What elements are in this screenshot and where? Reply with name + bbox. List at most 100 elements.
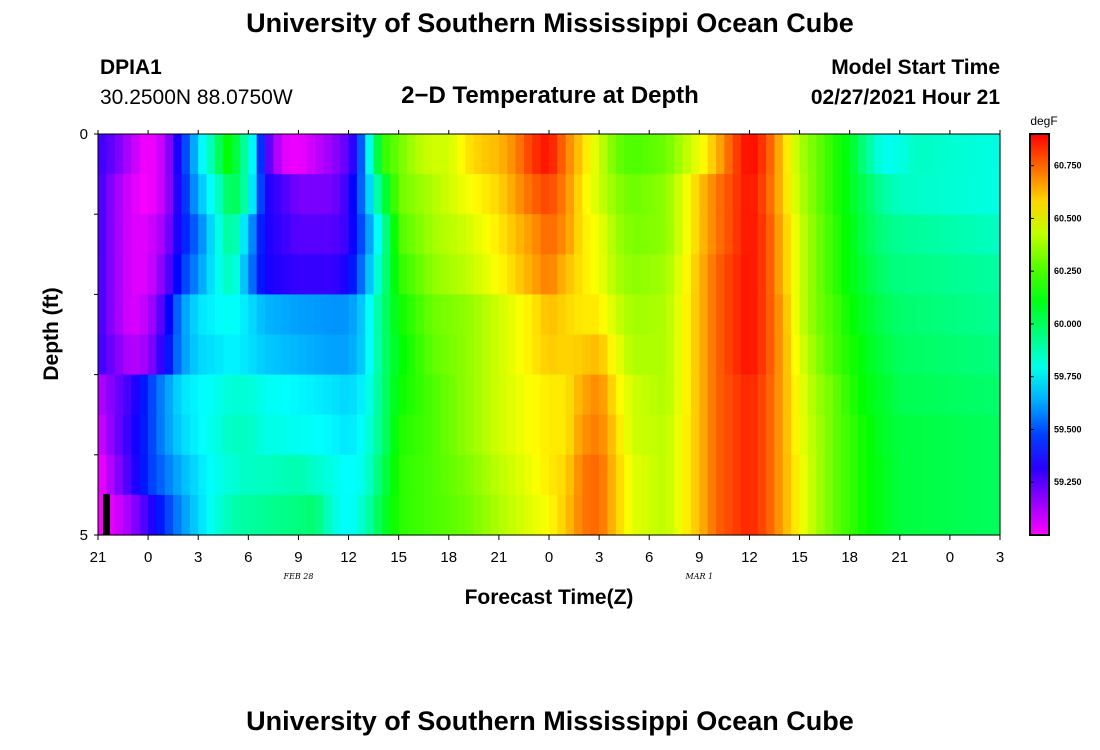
heatmap-cell [841,374,851,416]
heatmap-cell [624,294,634,336]
heatmap-cell [874,174,884,215]
heatmap-cell [398,294,408,336]
heatmap-cell [457,254,467,295]
heatmap-cell [707,454,717,496]
heatmap-cell [699,294,709,336]
heatmap-cell [716,374,725,416]
heatmap-cell [682,414,692,456]
heatmap-cell [574,454,584,496]
heatmap-cell [766,214,776,255]
heatmap-cell [916,294,926,336]
heatmap-cell [891,214,901,255]
heatmap-cell [265,414,274,456]
heatmap-cell [114,174,124,215]
heatmap-cell [490,334,500,376]
heatmap-cell [774,374,784,416]
heatmap-cell [741,134,751,175]
heatmap-cell [306,254,316,295]
heatmap-cell [582,134,592,175]
heatmap-cell [448,494,458,536]
heatmap-cell [549,254,558,295]
heatmap-cell [649,214,659,255]
heatmap-cell [398,174,408,215]
heatmap-cell [632,294,642,336]
heatmap-cell [214,454,224,496]
heatmap-cell [440,214,450,255]
heatmap-cell [565,494,575,536]
heatmap-cell [924,494,934,536]
heatmap-cell [557,334,567,376]
heatmap-cell [649,254,659,295]
heatmap-cell [156,334,166,376]
heatmap-cell [407,494,416,536]
heatmap-cell [223,414,233,456]
heatmap-cell [665,454,675,496]
heatmap-cell [331,214,341,255]
x-tick-label: 15 [791,549,808,566]
heatmap-cell [682,134,692,175]
heatmap-cell [716,214,725,255]
heatmap-cell [214,414,224,456]
heatmap-cell [415,414,425,456]
heatmap-cell [841,414,851,456]
heatmap-cell [749,254,759,295]
heatmap-cell [724,494,734,536]
heatmap-cell [774,214,784,255]
heatmap-cell [908,414,918,456]
heatmap-cell [607,454,617,496]
heatmap-cell [565,214,575,255]
heatmap-cell [883,294,893,336]
heatmap-cell [615,454,625,496]
heatmap-cell [791,494,801,536]
heatmap-cell [607,494,617,536]
heatmap-cell [883,494,893,536]
heatmap-cell [632,454,642,496]
heatmap-cell [265,174,274,215]
heatmap-cell [465,294,475,336]
heatmap-cell [173,454,183,496]
heatmap-cell [331,134,341,175]
heatmap-cell [239,214,249,255]
heatmap-cell [415,454,425,496]
heatmap-cell [741,374,751,416]
heatmap-cell [315,334,325,376]
heatmap-cell [757,254,767,295]
heatmap-cell [248,294,258,336]
heatmap-cell [749,374,759,416]
heatmap-cell [924,174,934,215]
heatmap-cell [515,374,525,416]
heatmap-cell [549,214,558,255]
heatmap-cell [164,214,174,255]
heatmap-cell [949,294,959,336]
heatmap-cell [256,454,266,496]
heatmap-cell [607,334,617,376]
heatmap-cell [114,334,124,376]
heatmap-cell [98,454,107,496]
heatmap-cell [632,134,642,175]
heatmap-cell [899,374,909,416]
heatmap-cell [924,214,934,255]
heatmap-cell [281,374,291,416]
heatmap-cell [323,374,333,416]
heatmap-cell [465,134,475,175]
heatmap-cell [181,454,191,496]
heatmap-cell [649,134,659,175]
heatmap-cell [131,134,141,175]
heatmap-cell [448,214,458,255]
heatmap-cell [749,334,759,376]
heatmap-cell [381,374,391,416]
heatmap-cell [390,374,400,416]
heatmap-cell [356,494,366,536]
heatmap-cell [273,294,283,336]
heatmap-cell [690,334,700,376]
heatmap-cell [298,294,308,336]
heatmap-cell [741,174,751,215]
heatmap-cell [498,134,508,175]
heatmap-cell [515,294,525,336]
heatmap-cell [198,374,208,416]
heatmap-cell [198,454,208,496]
heatmap-cell [949,374,959,416]
heatmap-cell [582,374,592,416]
heatmap-cell [824,214,834,255]
heatmap-cell [239,134,249,175]
